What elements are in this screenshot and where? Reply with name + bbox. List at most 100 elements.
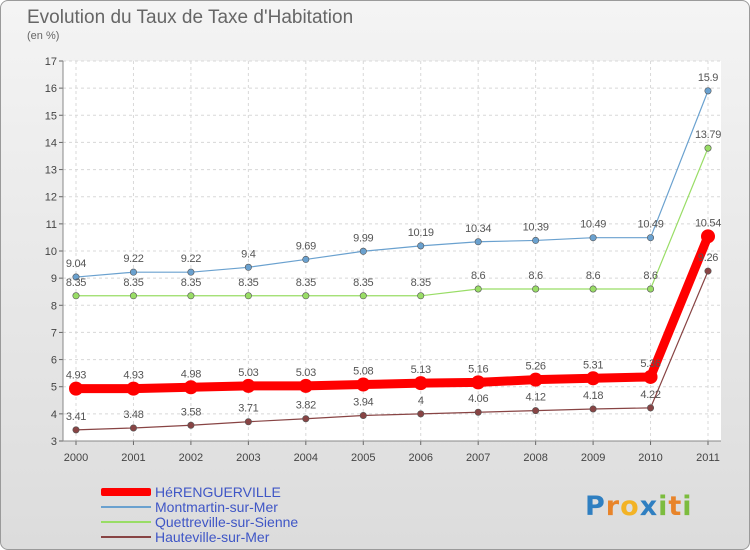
proxiti-logo: Proxiti	[585, 491, 693, 522]
data-label: 4.22	[640, 389, 660, 401]
data-label: 4.98	[181, 368, 201, 380]
data-label: 5.16	[468, 363, 488, 375]
data-label: 3.94	[353, 396, 373, 408]
logo-letter: P	[585, 491, 606, 522]
x-tick-label: 2011	[696, 452, 720, 464]
data-point	[417, 242, 425, 250]
data-point	[413, 376, 428, 391]
x-tick-label: 2004	[294, 452, 318, 464]
data-point	[704, 144, 712, 152]
data-point	[701, 229, 715, 244]
data-point	[302, 292, 310, 300]
x-tick-label: 2009	[581, 452, 605, 464]
y-tick-label: 14	[45, 137, 57, 149]
y-tick-label: 13	[45, 165, 57, 177]
data-label: 9.99	[353, 232, 373, 244]
data-point	[187, 268, 195, 276]
series-line-1	[75, 90, 709, 278]
data-point	[187, 292, 195, 300]
data-point	[129, 424, 137, 432]
data-label: 10.49	[580, 219, 606, 231]
x-tick-label: 2005	[351, 452, 375, 464]
data-label: 8.35	[123, 277, 143, 289]
legend-label: Hauteville-sur-Mer	[155, 529, 270, 545]
y-tick-label: 11	[46, 219, 57, 231]
data-point	[474, 408, 482, 416]
data-label: 9.69	[296, 240, 316, 252]
data-point	[302, 415, 310, 423]
data-point	[298, 378, 313, 393]
data-point	[359, 292, 367, 300]
data-label: 9.4	[241, 248, 256, 260]
data-point	[244, 263, 252, 271]
x-tick-label: 2002	[179, 452, 203, 464]
y-tick-label: 3	[51, 436, 57, 448]
data-label: 4	[418, 395, 424, 407]
data-label: 8.6	[586, 270, 601, 282]
data-label: 8.6	[471, 270, 486, 282]
data-point	[417, 410, 425, 418]
unit-label: (en %)	[27, 30, 60, 42]
chart-title: Evolution du Taux de Taxe d'Habitation	[27, 7, 354, 28]
data-label: 3.41	[66, 411, 86, 423]
data-label: 9.22	[181, 253, 201, 265]
data-label: 5.31	[583, 359, 603, 371]
data-point	[359, 247, 367, 255]
logo-letter: r	[605, 491, 621, 522]
legend-swatch	[101, 536, 151, 538]
data-label: 8.35	[181, 277, 201, 289]
legend-swatch	[101, 521, 151, 523]
data-label: 10.34	[465, 223, 491, 235]
logo-letter: t	[668, 491, 683, 522]
data-label: 4.12	[526, 392, 546, 404]
data-point	[72, 292, 80, 300]
data-point	[589, 405, 597, 413]
data-label: 3.71	[238, 403, 258, 415]
series-line-2	[75, 147, 709, 297]
legend-swatch	[101, 506, 151, 508]
data-label: 3.58	[181, 406, 201, 418]
x-tick-label: 2007	[466, 452, 490, 464]
x-tick-label: 2008	[523, 452, 547, 464]
data-point	[244, 418, 252, 426]
data-point	[528, 372, 543, 387]
data-point	[589, 285, 597, 293]
logo-letter: x	[639, 491, 659, 522]
data-label: 5.03	[238, 367, 258, 379]
data-label: 9.04	[66, 258, 86, 270]
data-label: 10.54	[695, 217, 721, 229]
data-label: 15.9	[698, 72, 718, 84]
data-point	[129, 268, 137, 276]
data-point	[244, 292, 252, 300]
y-tick-label: 8	[51, 300, 57, 312]
x-tick-label: 2001	[121, 452, 145, 464]
y-tick-label: 4	[51, 409, 57, 421]
data-point	[532, 236, 540, 244]
data-label: 9.26	[698, 252, 718, 264]
legend-label: Montmartin-sur-Mer	[155, 499, 278, 515]
y-tick-label: 5	[51, 382, 57, 394]
legend-label: Quettreville-sur-Sienne	[155, 514, 299, 530]
data-label: 5.03	[296, 367, 316, 379]
data-point	[356, 377, 371, 392]
logo-letter: o	[620, 491, 640, 522]
data-point	[187, 421, 195, 429]
data-label: 10.39	[523, 221, 549, 233]
y-tick-label: 10	[45, 246, 57, 258]
data-point	[474, 285, 482, 293]
data-point	[704, 267, 712, 275]
data-point	[589, 234, 597, 242]
data-point	[183, 380, 198, 395]
data-label: 4.93	[66, 370, 86, 382]
y-tick-label: 16	[45, 83, 57, 95]
y-tick-label: 7	[51, 327, 57, 339]
data-point	[471, 375, 486, 390]
y-tick-label: 12	[45, 192, 57, 204]
data-point	[647, 234, 655, 242]
data-point	[72, 273, 80, 281]
logo-letter: i	[682, 491, 693, 522]
data-label: 3.82	[296, 400, 316, 412]
data-label: 10.19	[408, 227, 434, 239]
